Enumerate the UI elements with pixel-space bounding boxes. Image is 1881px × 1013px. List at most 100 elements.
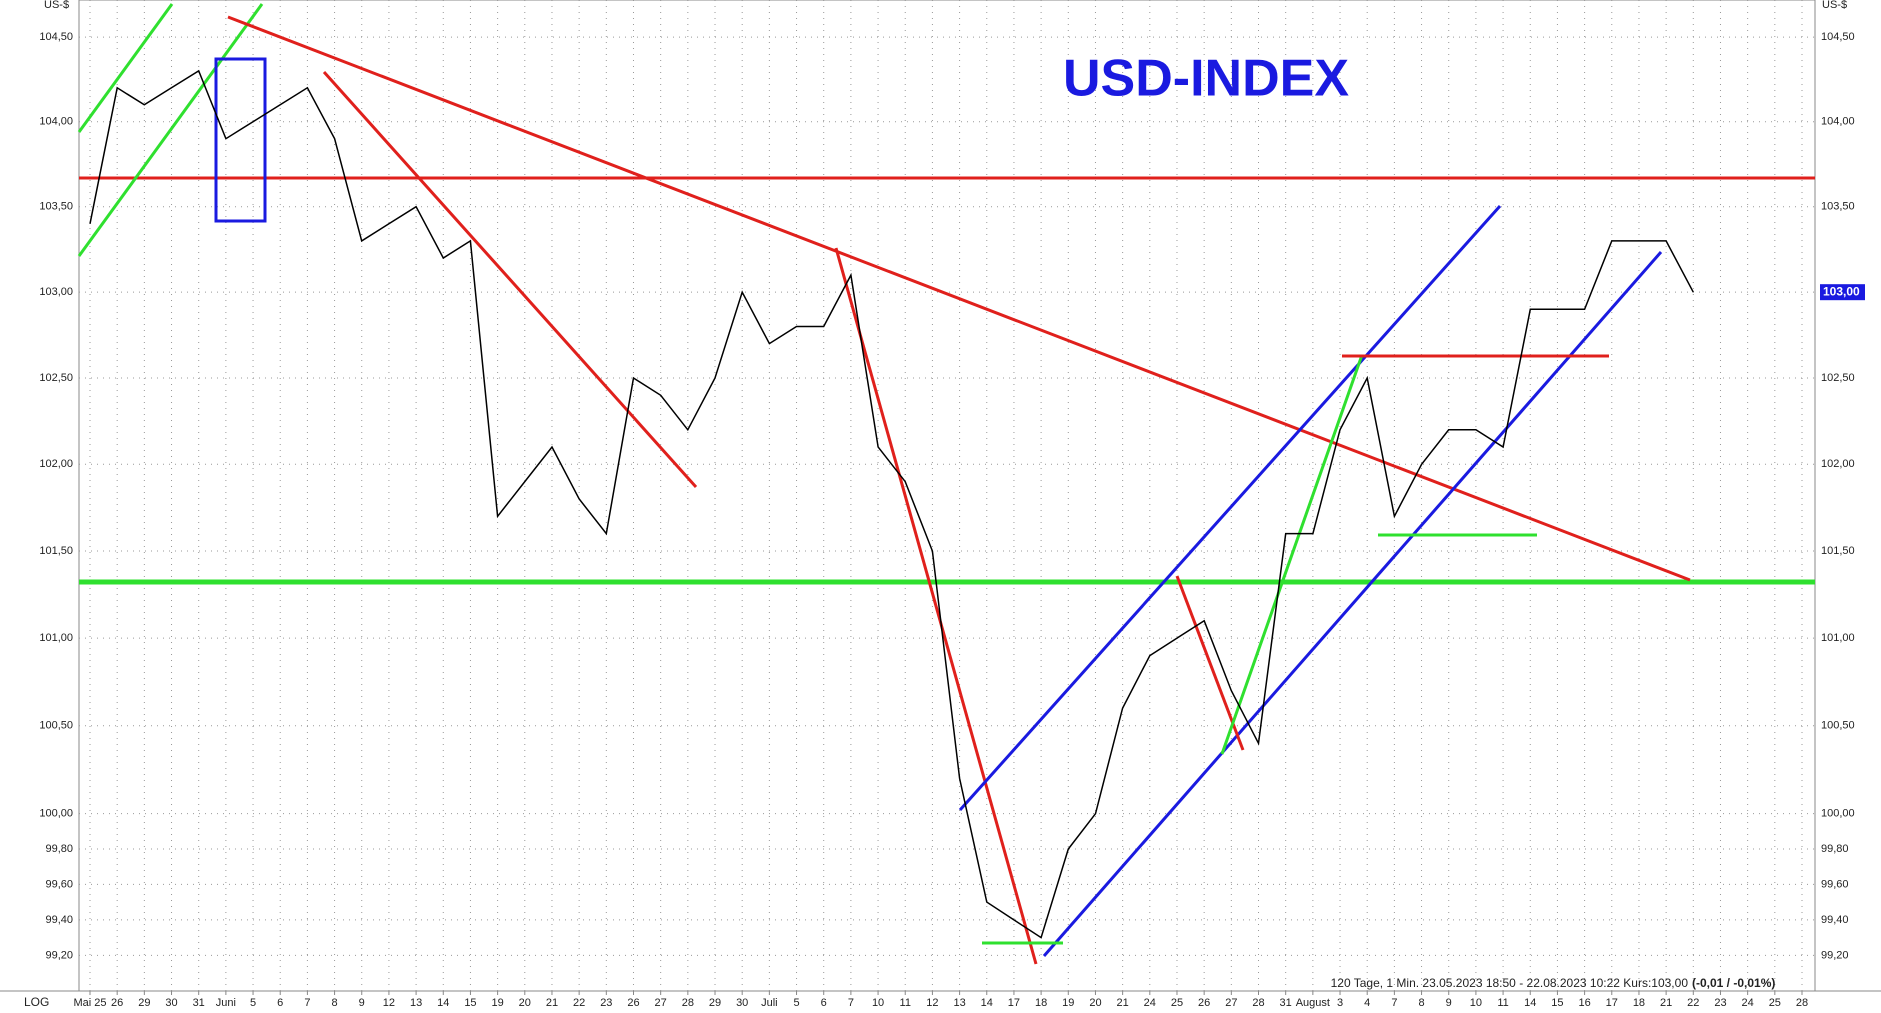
plot-area — [78, 0, 1816, 992]
x-tick-label: 10 — [1470, 997, 1482, 1009]
x-tick-label: 21 — [1660, 997, 1672, 1009]
change-text: (-0,01 / -0,01%) — [1692, 976, 1775, 990]
x-tick-label: 29 — [709, 997, 721, 1009]
x-tick-label: 17 — [1606, 997, 1618, 1009]
y-tick-label: 100,00 — [1821, 808, 1855, 820]
x-tick-label: 29 — [138, 997, 150, 1009]
y-axis-label: US-$ — [44, 0, 69, 11]
y-tick-label: 101,00 — [39, 632, 73, 644]
y-tick-label: 102,00 — [1821, 458, 1855, 470]
x-tick-label: 7 — [1391, 997, 1397, 1009]
x-tick-label: 30 — [736, 997, 748, 1009]
x-tick-label: 6 — [821, 997, 827, 1009]
last-price-box — [1820, 284, 1865, 301]
x-tick-label: 16 — [1578, 997, 1590, 1009]
y-tick-label: 104,00 — [1821, 116, 1855, 128]
y-tick-label: 104,00 — [39, 116, 73, 128]
x-tick-label: 5 — [250, 997, 256, 1009]
x-tick-label: 28 — [682, 997, 694, 1009]
y-tick-label: 99,80 — [1821, 843, 1849, 855]
y-tick-label: 99,20 — [1821, 949, 1849, 961]
y-tick-label: 99,20 — [45, 949, 73, 961]
x-tick-label: 26 — [1198, 997, 1210, 1009]
x-tick-label: 12 — [926, 997, 938, 1009]
y-tick-label: 101,50 — [1821, 545, 1855, 557]
y-tick-label: 101,00 — [1821, 632, 1855, 644]
trend-line — [1220, 354, 1364, 755]
x-tick-label: 23 — [1714, 997, 1726, 1009]
x-tick-label: 10 — [872, 997, 884, 1009]
x-tick-label: 28 — [1796, 997, 1808, 1009]
x-tick-label: 26 — [627, 997, 639, 1009]
x-tick-label: 18 — [1633, 997, 1645, 1009]
x-tick-label: 7 — [304, 997, 310, 1009]
x-tick-label: August — [1296, 997, 1330, 1009]
x-tick-label: 11 — [1497, 997, 1508, 1009]
x-tick-label: Mai 25 — [73, 997, 106, 1009]
x-tick-label: 21 — [546, 997, 558, 1009]
x-tick-label: 21 — [1117, 997, 1129, 1009]
x-tick-label: 6 — [277, 997, 283, 1009]
y-tick-label: 100,50 — [39, 720, 73, 732]
y-tick-label: 99,60 — [1821, 878, 1849, 890]
trend-line — [322, 70, 698, 489]
trend-lines — [77, 3, 1815, 965]
x-tick-label: 30 — [165, 997, 177, 1009]
x-tick-label: 9 — [1446, 997, 1452, 1009]
channel-line — [958, 205, 1502, 811]
y-tick-label: 103,50 — [39, 201, 73, 213]
x-tick-label: 17 — [1008, 997, 1020, 1009]
x-tick-label: 24 — [1742, 997, 1754, 1009]
y-tick-label: 100,50 — [1821, 720, 1855, 732]
x-tick-label: 12 — [383, 997, 395, 1009]
y-tick-label: 99,80 — [45, 843, 73, 855]
x-tick-label: 28 — [1252, 997, 1264, 1009]
x-tick-label: 26 — [111, 997, 123, 1009]
x-tick-label: 18 — [1035, 997, 1047, 1009]
x-tick-label: 14 — [1524, 997, 1536, 1009]
x-tick-label: 8 — [332, 997, 338, 1009]
x-tick-label: 22 — [1687, 997, 1699, 1009]
x-tick-label: 15 — [464, 997, 476, 1009]
grid — [79, 0, 1815, 991]
y-tick-label: 102,00 — [39, 458, 73, 470]
y-tick-label: 99,40 — [1821, 914, 1849, 926]
x-tick-label: 20 — [1089, 997, 1101, 1009]
y-tick-label: 103,50 — [1821, 201, 1855, 213]
y-tick-label: 104,50 — [39, 31, 73, 43]
trend-line — [77, 3, 264, 257]
y-tick-label: 99,40 — [45, 914, 73, 926]
x-tick-label: 31 — [193, 997, 205, 1009]
box — [214, 57, 267, 223]
trend-line — [834, 247, 1038, 965]
x-tick-label: 9 — [359, 997, 365, 1009]
x-tick-label: 3 — [1337, 997, 1343, 1009]
y-axis-label: US-$ — [1822, 0, 1847, 11]
x-tick-label: 14 — [437, 997, 449, 1009]
x-tick-label: 24 — [1144, 997, 1156, 1009]
x-tick-label: 11 — [900, 997, 911, 1009]
y-tick-label: 101,50 — [39, 545, 73, 557]
x-tick-label: 5 — [793, 997, 799, 1009]
trend-line — [77, 3, 174, 133]
x-tick-label: 14 — [981, 997, 993, 1009]
y-tick-label: 100,00 — [39, 808, 73, 820]
x-tick-label: 19 — [491, 997, 503, 1009]
x-tick-label: 7 — [848, 997, 854, 1009]
x-tick-label: 19 — [1062, 997, 1074, 1009]
last-price-label: 103,00 — [1823, 284, 1860, 298]
x-tick-label: Juli — [761, 997, 778, 1009]
chart-title: USD-INDEX — [1063, 50, 1349, 108]
x-tick-label: 20 — [519, 997, 531, 1009]
x-tick-label: 27 — [1225, 997, 1237, 1009]
x-tick-label: 25 — [1171, 997, 1183, 1009]
x-tick-label: 22 — [573, 997, 585, 1009]
x-tick-label: 23 — [600, 997, 612, 1009]
y-tick-label: 104,50 — [1821, 31, 1855, 43]
x-tick-label: Juni — [216, 997, 236, 1009]
y-tick-label: 103,00 — [39, 286, 73, 298]
x-tick-label: 15 — [1551, 997, 1563, 1009]
price-line — [89, 69, 1694, 939]
channel-line — [1042, 251, 1663, 957]
